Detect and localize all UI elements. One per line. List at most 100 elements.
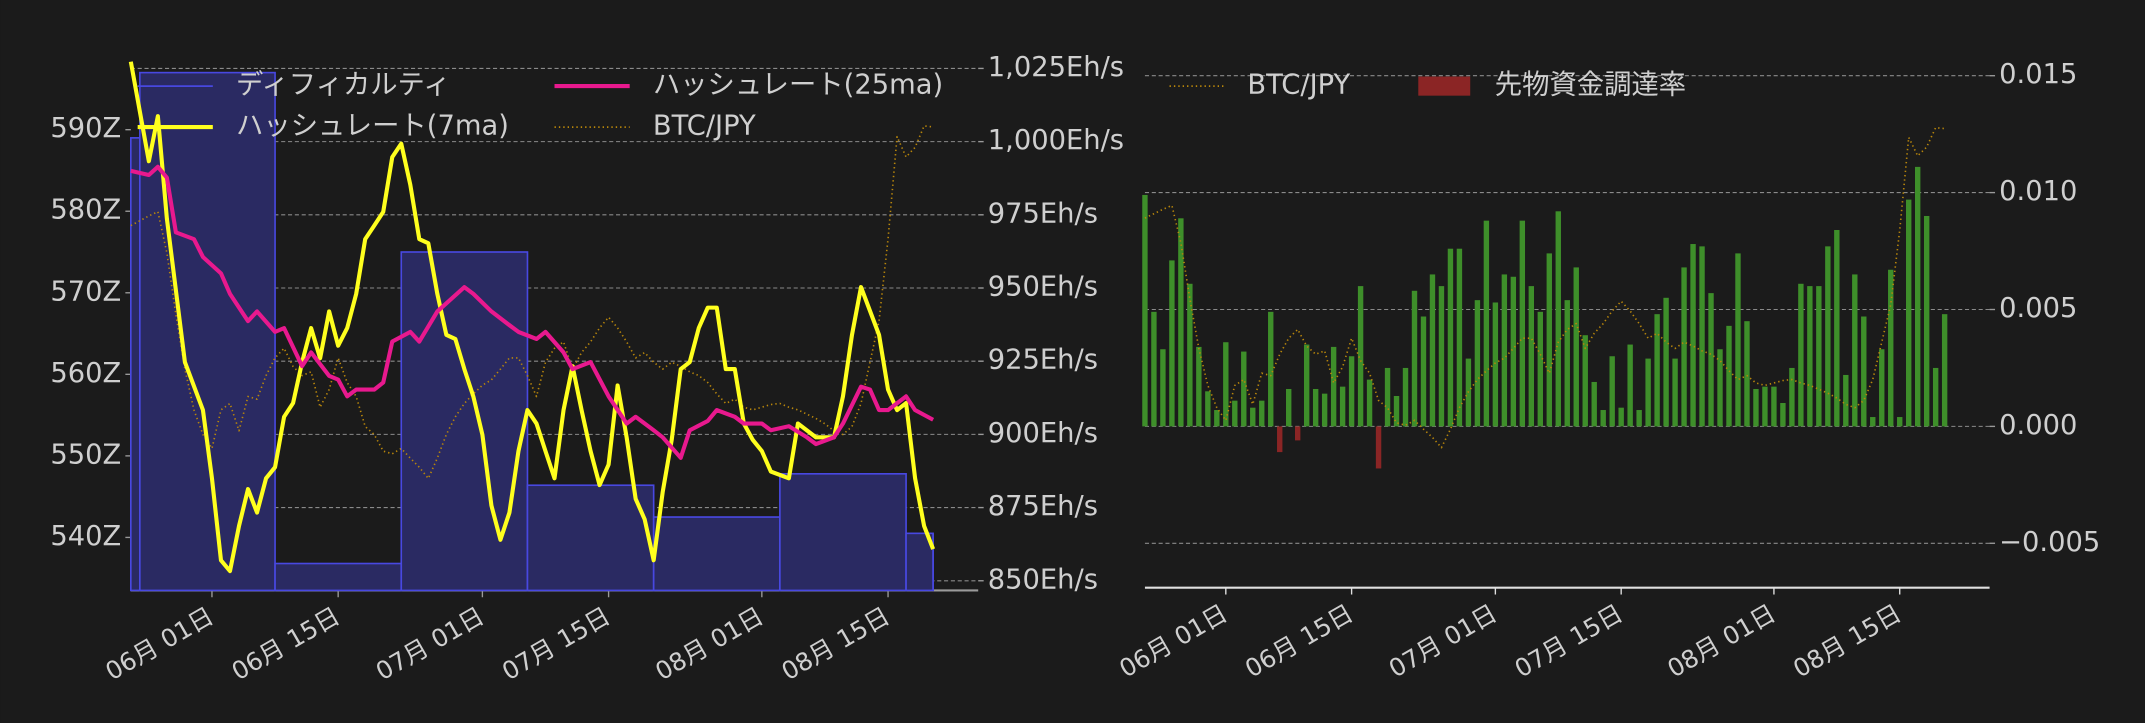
bar (1861, 316, 1867, 427)
bar (1178, 218, 1184, 427)
difficulty-step (274, 562, 403, 592)
difficulty-step (779, 472, 907, 592)
legend-swatch (1418, 76, 1471, 96)
legend-label: BTC/JPY (1247, 70, 1350, 101)
bar (1321, 393, 1328, 427)
bar (1384, 367, 1391, 427)
bar (1780, 403, 1786, 427)
y2-tick-label: 900Eh/s (988, 418, 1098, 449)
bar (1932, 367, 1939, 427)
bar (1474, 300, 1481, 427)
y-tick-label: 580Z (50, 195, 121, 226)
bar (1609, 356, 1615, 427)
bar (1879, 349, 1885, 427)
y2-tick-label: 850Eh/s (988, 564, 1098, 595)
y-tick-label: 550Z (50, 439, 121, 470)
bar (1312, 388, 1319, 427)
bar (1941, 314, 1948, 427)
y2-tick-label: 925Eh/s (988, 345, 1098, 376)
bar (1789, 367, 1795, 427)
bar (1798, 283, 1804, 427)
bar (1573, 267, 1579, 427)
y-tick-label: 0.005 (1999, 293, 2077, 324)
difficulty-step (652, 516, 781, 592)
bar (1816, 286, 1822, 427)
bar (1160, 349, 1166, 427)
bar (1771, 386, 1777, 427)
difficulty-step (526, 484, 655, 592)
bar (1456, 248, 1463, 427)
bar (1537, 311, 1543, 427)
y-tick-label: 570Z (50, 276, 121, 307)
bar (1429, 274, 1436, 427)
bar (1897, 417, 1903, 427)
bar (1546, 253, 1552, 427)
bar (1699, 246, 1705, 427)
y2-tick-label: 1,025Eh/s (988, 52, 1124, 83)
bar (1888, 269, 1894, 427)
bar (1735, 253, 1741, 427)
bar (1645, 358, 1651, 427)
bar (1447, 248, 1454, 427)
line (128, 61, 936, 574)
y-tick-label: 0.000 (1999, 410, 2077, 441)
bar (1232, 400, 1238, 427)
bar (1510, 276, 1517, 427)
bar (1330, 346, 1337, 427)
bar (1196, 346, 1202, 427)
bar (1259, 400, 1265, 427)
bar (1672, 358, 1678, 427)
y-tick-label: 0.015 (1999, 59, 2077, 90)
bar (1906, 199, 1912, 427)
y2-tick-label: 875Eh/s (988, 491, 1098, 522)
bar (1708, 293, 1714, 427)
line (130, 164, 935, 460)
difficulty-step (400, 251, 529, 592)
bar (1501, 274, 1508, 427)
bar (1339, 386, 1346, 427)
legend-label: BTC/JPY (653, 111, 756, 142)
bar (1169, 260, 1175, 427)
bar (1483, 220, 1490, 427)
bar (1762, 386, 1768, 427)
y-tick-label: 590Z (50, 113, 121, 144)
bar (1214, 410, 1220, 427)
bar (1366, 379, 1373, 427)
bar (1744, 321, 1750, 427)
bar (1843, 374, 1849, 427)
dotted-line (130, 125, 934, 480)
bar (1241, 351, 1247, 427)
bar (1923, 215, 1930, 427)
bar (1807, 286, 1813, 427)
bar (1393, 395, 1400, 427)
bar (1492, 302, 1499, 427)
y-tick-label: 540Z (50, 521, 121, 552)
bar (1582, 335, 1588, 427)
y2-tick-label: 1,000Eh/s (988, 125, 1124, 156)
legend-label: 先物資金調達率 (1495, 70, 1686, 101)
legend-label: ディフィカルティ (236, 70, 451, 101)
bar (1627, 344, 1633, 427)
y-tick-label: 0.010 (1999, 176, 2077, 207)
bar (1151, 311, 1157, 427)
bar (1205, 391, 1211, 427)
bar (1438, 286, 1445, 427)
y2-tick-label: 950Eh/s (988, 272, 1098, 303)
bar (1411, 290, 1418, 427)
bar (1663, 297, 1669, 427)
bar (1286, 388, 1292, 427)
bar (1294, 426, 1301, 441)
y-tick-label: −0.005 (1999, 527, 2100, 558)
legend-label: ハッシュレート(25ma) (653, 70, 943, 101)
bar (1268, 311, 1274, 427)
bar (1420, 316, 1427, 427)
bar (1600, 410, 1606, 427)
bar (1303, 344, 1310, 427)
bar (1681, 267, 1687, 427)
bar (1834, 230, 1840, 427)
bar (1555, 211, 1561, 427)
bar (1591, 381, 1597, 427)
bar (1618, 407, 1624, 427)
